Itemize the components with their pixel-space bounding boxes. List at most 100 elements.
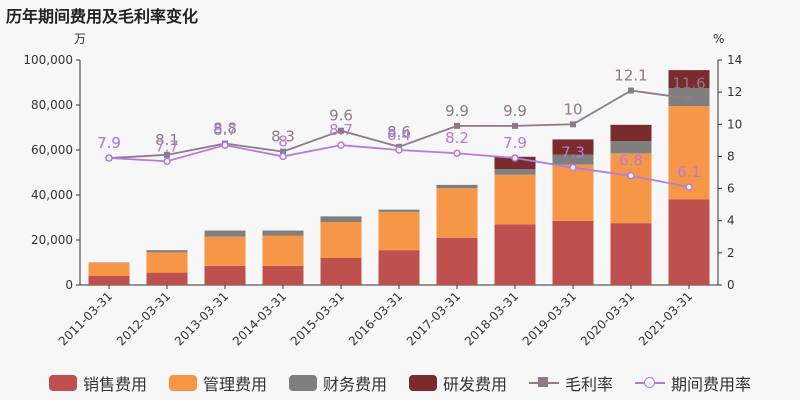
legend-item-rnd[interactable]: 研发费用 (409, 371, 507, 395)
legend-item-expense-rate[interactable]: 期间费用率 (635, 371, 751, 395)
legend-item-finance[interactable]: 财务费用 (288, 371, 387, 395)
bar-segment (552, 139, 594, 155)
chart-canvas: 万 % 0 20,000 40,000 60,000 80,000 100,000 0 2 4 6… (23, 32, 742, 348)
legend-swatch-expense-rate (635, 375, 666, 391)
line-marker (337, 141, 345, 149)
left-axis-unit: 万 (74, 32, 86, 46)
legend-swatch-rnd (409, 375, 437, 391)
left-tick-label: 20,000 (31, 233, 73, 247)
x-tick-label: 2011-03-31 (56, 289, 115, 348)
right-tick-label: 0 (727, 278, 735, 292)
legend-label-expense-rate: 期间费用率 (671, 375, 752, 394)
line-marker (105, 154, 113, 162)
x-tick-label: 2018-03-31 (462, 289, 521, 348)
right-tick-label: 12 (727, 85, 742, 99)
bar-segment (378, 250, 420, 285)
right-tick-label: 2 (727, 246, 735, 260)
bar-segment (88, 262, 130, 276)
left-tick-label: 100,000 (23, 53, 73, 67)
bar-segment (552, 164, 594, 221)
data-label: 8.8 (213, 120, 237, 138)
data-label: 8.2 (445, 129, 469, 147)
data-label: 7.7 (155, 137, 179, 155)
left-tick-label: 0 (65, 278, 73, 292)
data-label: 8.7 (329, 121, 353, 139)
legend-swatch-admin (168, 375, 197, 391)
data-label: 9.6 (329, 107, 353, 125)
data-labels-group: 7.9 8.1 8.8 8.3 9.6 8.6 9.9 9.9 10 12.1 11.6 7.9 7.7… (97, 67, 706, 181)
data-label: 12.1 (614, 67, 647, 85)
x-tick-label: 2012-03-31 (114, 289, 173, 348)
legend-item-gross-margin[interactable]: 毛利率 (529, 371, 613, 395)
data-label: 8.6 (387, 123, 411, 141)
line-marker (338, 127, 344, 134)
bar-segment (552, 154, 594, 165)
x-tick-label: 2014-03-31 (230, 289, 289, 348)
legend-label-rnd: 研发费用 (443, 375, 508, 394)
bar-segment (146, 250, 188, 253)
bar-segment (320, 222, 362, 258)
data-label: 8.3 (271, 128, 295, 146)
right-tick-label: 8 (727, 149, 735, 163)
line-marker (395, 146, 403, 154)
x-tick-label: 2015-03-31 (288, 289, 347, 348)
data-label: 8 (278, 132, 288, 150)
line-marker (221, 141, 229, 149)
bar-segment (494, 224, 536, 285)
bar-segment (262, 235, 304, 266)
bar-segment (436, 188, 478, 238)
bar-segment (494, 169, 536, 175)
bar-segment (320, 216, 362, 222)
x-tick-label: 2017-03-31 (404, 289, 463, 348)
legend-swatch-finance (288, 375, 317, 391)
right-tick-label: 14 (727, 53, 742, 67)
data-label: 7.9 (97, 134, 121, 152)
legend-label-gross-margin: 毛利率 (565, 375, 614, 394)
line-marker (628, 87, 634, 94)
data-label: 8.4 (387, 126, 411, 144)
line-marker (685, 183, 693, 191)
x-tick-label: 2020-03-31 (578, 289, 637, 348)
legend-swatch-sales (48, 375, 77, 391)
data-label: 10 (563, 100, 582, 118)
bar-segment (146, 252, 188, 273)
data-label: 9.9 (503, 102, 527, 120)
legend-item-admin[interactable]: 管理费用 (168, 371, 267, 395)
legend-label-admin: 管理费用 (202, 375, 267, 394)
data-label: 7.3 (561, 144, 585, 162)
data-label: 6.8 (619, 152, 643, 170)
bar-segment (320, 258, 362, 285)
bar-segment (610, 223, 652, 285)
bar-segment (146, 272, 188, 285)
bar-segment (204, 236, 246, 266)
bar-segment (436, 184, 478, 189)
bar-segment (262, 230, 304, 236)
legend: 销售费用 管理费用 财务费用 研发费用 毛利率 期间费用率 (0, 371, 800, 395)
line-marker (512, 122, 518, 129)
data-label: 7.9 (97, 134, 121, 152)
x-tick-label: 2016-03-31 (346, 289, 405, 348)
bar-segment (436, 237, 478, 285)
legend-item-sales[interactable]: 销售费用 (48, 371, 147, 395)
line-marker (686, 95, 692, 102)
legend-swatch-gross-margin (529, 375, 560, 391)
bar-segment (552, 220, 594, 285)
legend-label-sales: 销售费用 (82, 375, 147, 394)
bar-segment (610, 141, 652, 154)
line-marker (163, 157, 171, 165)
line-marker (570, 121, 576, 128)
line-marker (627, 171, 635, 180)
left-tick-label: 40,000 (31, 188, 73, 202)
x-tick-label: 2021-03-31 (636, 289, 695, 348)
bar-segment (378, 211, 420, 251)
line-marker (454, 122, 460, 129)
bar-segment (204, 265, 246, 285)
right-axis-unit: % (713, 32, 724, 46)
bar-segment (378, 209, 420, 212)
left-tick-label: 80,000 (31, 98, 73, 112)
bar-segment (610, 124, 652, 141)
line-marker (279, 152, 287, 161)
line-marker (569, 163, 577, 172)
data-label: 8.1 (155, 131, 179, 149)
bars-group (88, 70, 710, 285)
